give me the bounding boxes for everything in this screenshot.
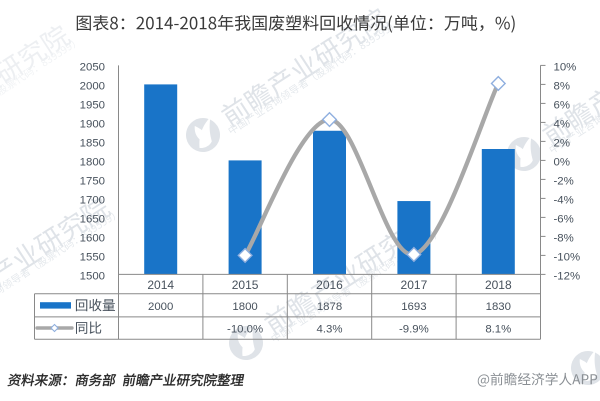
svg-text:2014: 2014 [147,278,174,292]
svg-text:10%: 10% [554,61,577,73]
svg-text:2050: 2050 [80,61,105,73]
svg-text:1850: 1850 [80,137,105,149]
svg-text:1500: 1500 [80,270,105,282]
svg-text:2016: 2016 [316,278,343,292]
svg-text:1800: 1800 [232,301,257,313]
svg-text:1693: 1693 [401,301,426,313]
svg-text:4.3%: 4.3% [317,324,343,336]
svg-text:-10%: -10% [554,251,581,263]
svg-text:-10.0%: -10.0% [227,324,263,336]
svg-text:2000: 2000 [148,301,173,313]
svg-text:1950: 1950 [80,99,105,111]
svg-text:8%: 8% [554,80,570,92]
svg-text:-6%: -6% [554,213,574,225]
svg-text:2017: 2017 [401,278,428,292]
svg-text:0%: 0% [554,156,570,168]
svg-text:2%: 2% [554,137,570,149]
svg-text:1600: 1600 [80,232,105,244]
svg-text:2015: 2015 [232,278,259,292]
svg-text:1550: 1550 [80,251,105,263]
svg-text:4%: 4% [554,118,570,130]
svg-text:1800: 1800 [80,156,105,168]
svg-text:2018: 2018 [485,278,512,292]
svg-text:1650: 1650 [80,213,105,225]
svg-text:-9.9%: -9.9% [399,324,429,336]
svg-text:2000: 2000 [80,80,105,92]
svg-text:1878: 1878 [317,301,342,313]
svg-text:-8%: -8% [554,232,574,244]
svg-text:-12%: -12% [554,270,581,282]
svg-text:6%: 6% [554,99,570,111]
svg-text:1750: 1750 [80,175,105,187]
svg-text:-4%: -4% [554,194,574,206]
svg-text:-2%: -2% [554,175,574,187]
svg-text:1900: 1900 [80,118,105,130]
svg-text:1700: 1700 [80,194,105,206]
svg-text:1830: 1830 [486,301,511,313]
svg-text:8.1%: 8.1% [485,324,511,336]
